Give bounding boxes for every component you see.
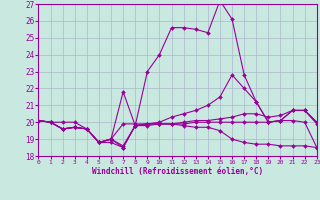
X-axis label: Windchill (Refroidissement éolien,°C): Windchill (Refroidissement éolien,°C) — [92, 167, 263, 176]
